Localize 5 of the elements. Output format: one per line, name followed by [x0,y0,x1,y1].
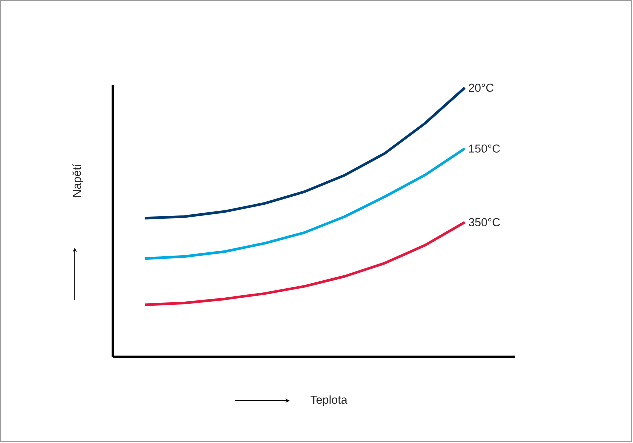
series-label: 150°C [469,144,500,153]
y-axis-title: Napětí [72,164,84,197]
series-label: 350°C [468,218,500,227]
series-label: 20°C [469,84,494,92]
x-axis-title: Teplota [310,396,348,406]
